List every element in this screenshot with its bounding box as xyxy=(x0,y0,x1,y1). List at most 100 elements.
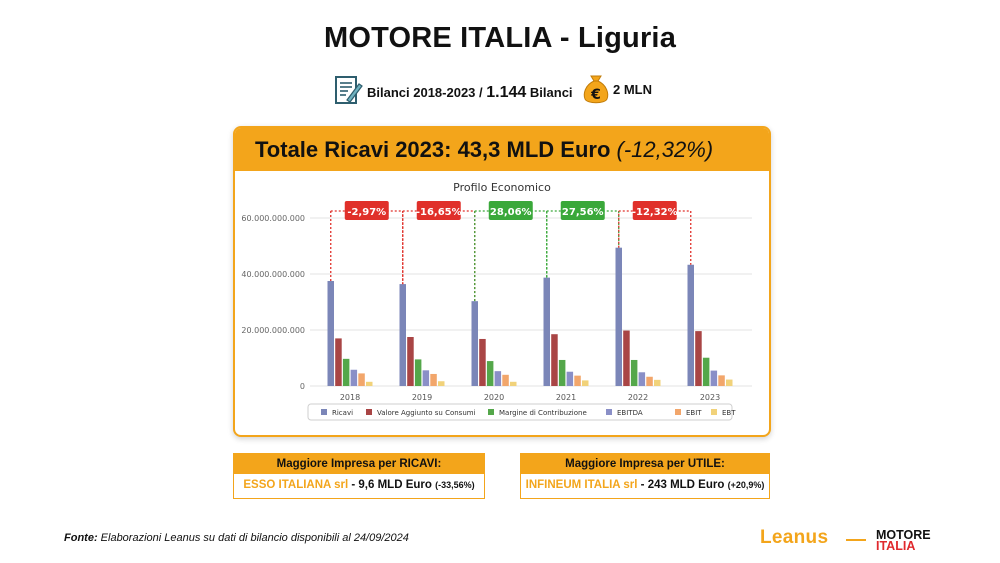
bar-margine-di-contribuzione-2023 xyxy=(702,357,710,386)
bar-ebitda-2019 xyxy=(422,370,430,386)
top-revenue-company: ESSO ITALIANA srl xyxy=(243,479,349,491)
source-label: Fonte: xyxy=(64,532,98,544)
legend-swatch xyxy=(488,409,494,415)
change-badge xyxy=(488,201,533,220)
bar-ebt-2022 xyxy=(654,379,661,386)
bar-valore-aggiunto-su-consumi-2023 xyxy=(695,331,702,386)
top-revenue-value: 9,6 MLD Euro xyxy=(358,479,432,491)
bar-valore-aggiunto-su-consumi-2018 xyxy=(335,338,342,386)
economic-profile-chart: Profilo Economico 0 20.000.000.000 40.000.0… xyxy=(241,181,752,421)
bar-ebitda-2022 xyxy=(638,372,646,386)
change-badge xyxy=(560,201,605,220)
y-tick-label: 60.000.000.000 xyxy=(241,214,305,223)
bar-margine-di-contribuzione-2018 xyxy=(342,358,350,386)
legend-box xyxy=(307,403,733,421)
subtitle-suffix: Bilanci xyxy=(526,85,573,100)
top-revenue-header: Maggiore Impresa per RICAVI: xyxy=(234,454,484,474)
x-tick-label: 2018 xyxy=(340,393,360,402)
x-tick-label: 2022 xyxy=(628,393,648,402)
subtitle-row: Bilanci 2018-2023 / 1.144 Bilanci € 2 ML… xyxy=(0,72,1000,108)
legend-label: Valore Aggiunto su Consumi xyxy=(377,409,476,417)
bar-ebt-2020 xyxy=(510,381,517,386)
bar-margine-di-contribuzione-2021 xyxy=(558,359,566,386)
y-tick-label: 20.000.000.000 xyxy=(241,326,305,335)
change-badge xyxy=(344,201,389,220)
top-profit-pct: (+20,9%) xyxy=(727,480,765,490)
legend-label: Ricavi xyxy=(332,409,353,417)
bar-valore-aggiunto-su-consumi-2022 xyxy=(623,330,630,386)
revenue-card: Totale Ricavi 2023: 43,3 MLD Euro (-12,3… xyxy=(233,126,771,437)
legend-swatch xyxy=(711,409,717,415)
bar-margine-di-contribuzione-2020 xyxy=(486,361,494,386)
bar-ebitda-2023 xyxy=(710,370,718,386)
legend-label: EBT xyxy=(722,409,736,417)
change-label: 28,06% xyxy=(490,207,532,218)
motore-italia-logo: MOTORE ITALIA xyxy=(876,528,931,553)
x-tick-label: 2019 xyxy=(412,393,432,402)
chart-title: Profilo Economico xyxy=(453,181,551,194)
euro-symbol: € xyxy=(590,87,601,103)
document-icon xyxy=(335,76,363,104)
bar-valore-aggiunto-su-consumi-2021 xyxy=(551,334,558,386)
top-profit-box: Maggiore Impresa per UTILE: INFINEUM ITA… xyxy=(520,453,770,499)
bar-ebt-2021 xyxy=(582,380,589,386)
bar-ebitda-2021 xyxy=(566,371,574,386)
bar-ebit-2018 xyxy=(358,373,365,386)
top-profit-body: INFINEUM ITALIA srl - 243 MLD Euro (+20,… xyxy=(521,474,769,496)
bar-ebt-2023 xyxy=(726,379,733,386)
bar-valore-aggiunto-su-consumi-2020 xyxy=(479,338,486,386)
legend-label: Margine di Contribuzione xyxy=(499,409,587,417)
bar-ebitda-2018 xyxy=(350,369,358,386)
logo-divider xyxy=(846,539,866,541)
subtitle: Bilanci 2018-2023 / 1.144 Bilanci xyxy=(367,84,573,102)
bar-ebit-2023 xyxy=(718,375,725,386)
logo-line2: ITALIA xyxy=(876,539,916,553)
bar-ricavi-2018 xyxy=(327,281,334,386)
x-tick-label: 2021 xyxy=(556,393,576,402)
subtitle-prefix: Bilanci 2018-2023 / xyxy=(367,85,487,100)
top-revenue-sep: - xyxy=(348,479,359,491)
top-profit-header: Maggiore Impresa per UTILE: xyxy=(521,454,769,474)
threshold-label: 2 MLN xyxy=(613,82,652,97)
bar-ebit-2019 xyxy=(430,373,437,386)
source-note: Fonte: Elaborazioni Leanus su dati di bi… xyxy=(64,532,409,544)
change-label: -12,32% xyxy=(632,207,678,218)
change-label: -16,65% xyxy=(416,207,462,218)
legend-swatch xyxy=(606,409,612,415)
legend-swatch xyxy=(321,409,327,415)
y-tick-label: 40.000.000.000 xyxy=(241,270,305,279)
bar-ricavi-2022 xyxy=(615,247,622,386)
top-profit-sep: - xyxy=(637,479,648,491)
card-title: Totale Ricavi 2023: 43,3 MLD Euro (-12,3… xyxy=(255,137,713,163)
card-title-pct: (-12,32%) xyxy=(616,137,714,162)
bar-ricavi-2020 xyxy=(471,301,478,386)
logo-line1: MOTORE xyxy=(876,528,931,542)
bar-margine-di-contribuzione-2019 xyxy=(414,359,422,386)
bar-valore-aggiunto-su-consumi-2019 xyxy=(407,337,414,386)
bar-ebitda-2020 xyxy=(494,371,502,386)
legend-label: EBITDA xyxy=(617,409,643,417)
leanus-logo: Leanus xyxy=(760,527,829,548)
page-title: MOTORE ITALIA - Liguria xyxy=(323,22,677,54)
card-title-main: Totale Ricavi 2023: 43,3 MLD Euro xyxy=(255,137,611,162)
bar-ebit-2022 xyxy=(646,376,653,386)
source-text: Elaborazioni Leanus su dati di bilancio … xyxy=(97,532,409,544)
top-profit-company: INFINEUM ITALIA srl xyxy=(525,479,638,491)
bar-margine-di-contribuzione-2022 xyxy=(630,359,638,386)
subtitle-count: 1.144 xyxy=(486,84,527,101)
bar-ebt-2019 xyxy=(438,381,445,386)
bar-ricavi-2021 xyxy=(543,277,550,386)
top-revenue-pct: (-33,56%) xyxy=(435,480,475,490)
top-revenue-box: Maggiore Impresa per RICAVI: ESSO ITALIA… xyxy=(233,453,485,499)
bar-ebt-2018 xyxy=(366,381,373,386)
legend-label: EBIT xyxy=(686,409,702,417)
change-badge xyxy=(416,201,461,220)
bar-ebit-2021 xyxy=(574,375,581,386)
change-label: 27,56% xyxy=(562,207,604,218)
y-tick-label: 0 xyxy=(300,382,305,391)
top-revenue-body: ESSO ITALIANA srl - 9,6 MLD Euro (-33,56… xyxy=(234,474,484,496)
top-profit-value: 243 MLD Euro xyxy=(647,479,725,491)
change-badge xyxy=(632,201,677,220)
bar-ebit-2020 xyxy=(502,374,509,386)
card-header: Totale Ricavi 2023: 43,3 MLD Euro (-12,3… xyxy=(235,128,769,171)
